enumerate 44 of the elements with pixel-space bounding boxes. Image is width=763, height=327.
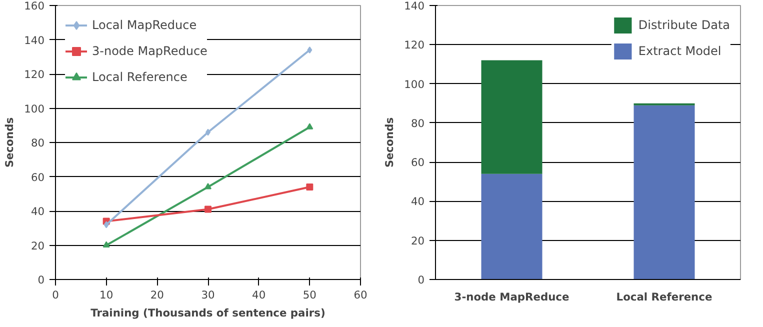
point [307,46,312,54]
point [306,123,314,130]
legend-label: Local MapReduce [92,18,197,32]
point [102,241,110,248]
x-tick-label: 20 [150,288,164,302]
y-tick-label: 100 [404,78,425,91]
x-axis-title: Training (Thousands of sentence pairs) [90,306,326,320]
x-tick-label: 30 [201,288,215,302]
y-tick-label: 60 [410,156,425,170]
y-tick-label: 80 [30,136,45,150]
x-tick-label: Local Reference [616,290,712,304]
y-tick-label: 120 [404,38,425,52]
y-tick-label: 120 [24,68,45,81]
y-tick-label: 100 [24,102,45,116]
y-tick-label: 140 [24,34,45,47]
legend-label: 3-node MapReduce [92,44,208,58]
x-tick-label: 0 [52,288,60,302]
x-tick-label: 50 [302,288,317,302]
bar [481,60,542,174]
y-tick-label: 40 [30,205,45,218]
y-tick-label: 140 [404,0,425,12]
y-tick-label: 0 [418,274,425,286]
bar [634,105,695,280]
y-axis-title: Seconds [3,117,16,168]
y-axis-title: Seconds [383,117,396,168]
y-tick-label: 60 [30,170,45,184]
legend-label: Local Reference [92,70,188,84]
point [104,221,109,228]
y-tick-label: 20 [30,239,45,252]
y-tick-label: 20 [410,234,425,248]
x-tick-label: 10 [100,288,114,302]
y-tick-label: 80 [410,116,425,130]
point [204,183,212,190]
y-tick-label: 40 [410,195,425,208]
x-tick-label: 40 [252,288,266,302]
y-tick-label: 0 [38,274,45,286]
point [204,206,212,213]
x-tick-label: 60 [354,288,368,302]
x-tick-label: 3-node MapReduce [454,290,570,304]
bar [481,174,542,280]
legend-label: Extract Model [638,44,722,58]
point [306,184,314,191]
y-tick-label: 160 [24,0,45,12]
legend-label: Distribute Data [638,18,730,32]
